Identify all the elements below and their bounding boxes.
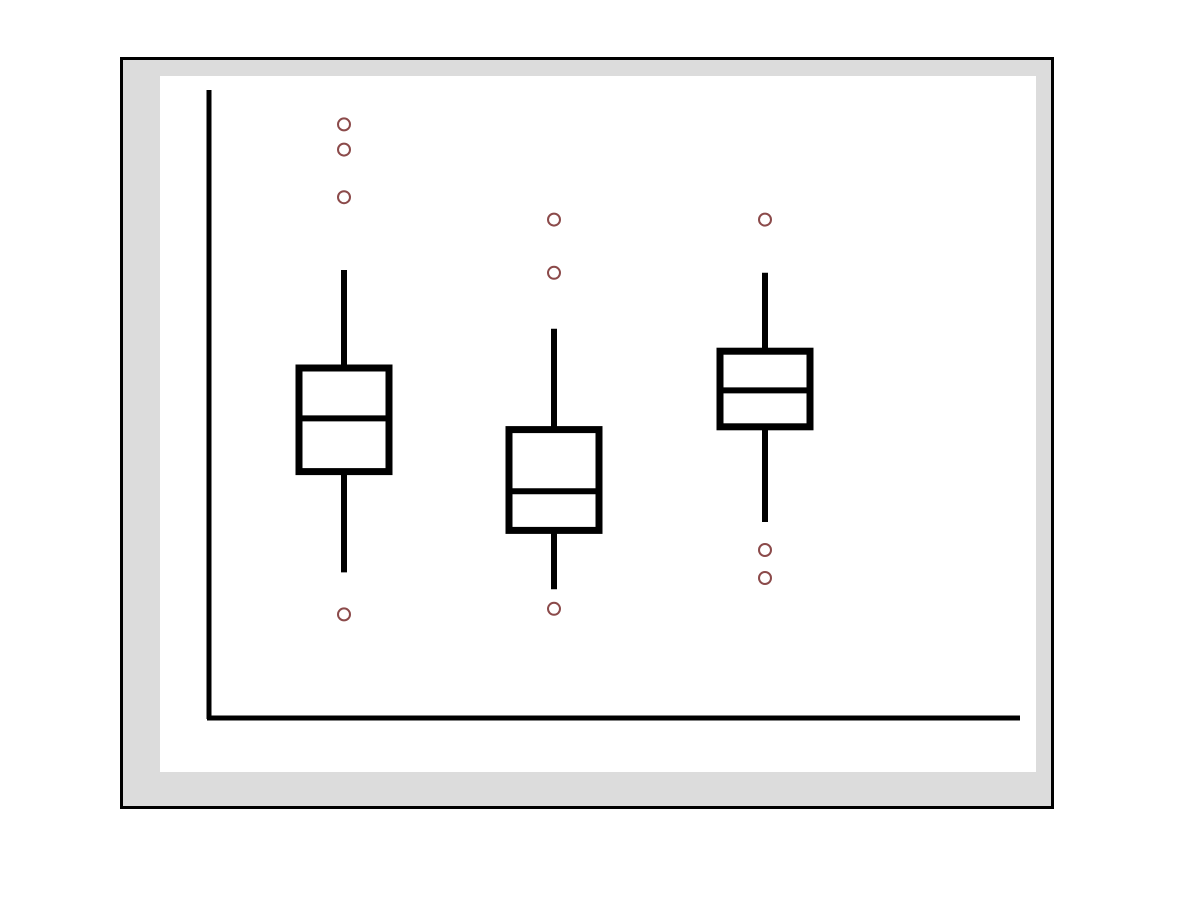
box-1 [295, 117, 393, 622]
outlier-point [337, 190, 351, 205]
outlier-point [337, 142, 351, 157]
box-3 [716, 212, 814, 585]
boxes-layer [295, 117, 814, 622]
outlier-point [547, 265, 561, 280]
outlier-point [547, 212, 561, 227]
outlier-point [758, 212, 772, 227]
box-iqr [505, 426, 603, 534]
outlier-point [547, 601, 561, 616]
outlier-point [758, 571, 772, 585]
outlier-point [758, 543, 772, 557]
outlier-point [337, 117, 351, 132]
box-2 [505, 212, 603, 616]
outlier-point [337, 607, 351, 622]
